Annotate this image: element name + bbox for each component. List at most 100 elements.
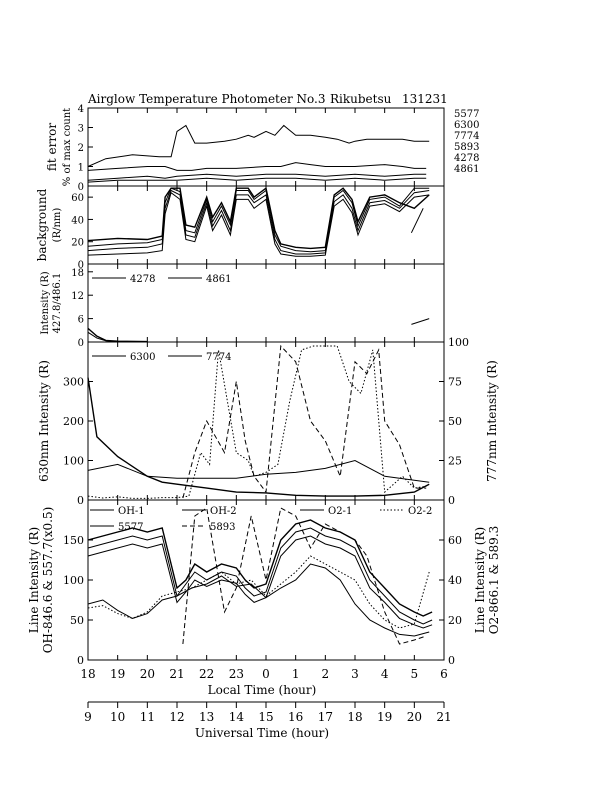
series-line-p0-3 (87, 162, 427, 171)
y-axis-label2-p2: 427.8/486.1 (52, 273, 63, 334)
x-tick-label-local: 6 (440, 667, 448, 681)
y-axis-label2-p1: (R/nm) (52, 208, 63, 243)
legend-label-p4: OH-2 (210, 506, 237, 517)
y-tick-label-right-p3: 100 (448, 336, 469, 349)
y-tick-label-p1: 20 (71, 238, 84, 249)
series-line-p3-0 (87, 377, 430, 497)
ut-tick-label: 18 (347, 710, 362, 724)
x-tick-label-local: 5 (411, 667, 419, 681)
x-tick-label-local: 18 (80, 667, 95, 681)
legend-label-p2: 4861 (206, 274, 231, 285)
y-tick-label-p0: 2 (78, 143, 84, 154)
legend-label-p0: 4861 (454, 164, 479, 175)
y-tick-label-right-p4: 20 (448, 614, 462, 627)
ut-tick-label: 10 (110, 710, 125, 724)
y-axis-label-p1: background (35, 188, 49, 261)
y-tick-label-p2: 0 (78, 338, 84, 349)
y-axis-label-right2-p4: O2-866.1 & 589.3 (487, 526, 501, 635)
x-tick-label-local: 19 (110, 667, 125, 681)
series-line-p1-2 (87, 189, 430, 255)
x-tick-label-local: 21 (169, 667, 184, 681)
chart-title: Airglow Temperature Photometer No.3 (87, 92, 326, 106)
y-tick-label-p3: 100 (63, 455, 84, 468)
x-axis-label-ut: Universal Time (hour) (195, 726, 329, 740)
x-tick-label-local: 0 (262, 667, 270, 681)
y-tick-label-p3: 0 (77, 494, 84, 507)
legend-label-p0: 5577 (454, 109, 479, 120)
y-tick-label-p3: 200 (63, 415, 84, 428)
y-axis-label-p3: 630nm Intensity (R) (37, 360, 51, 482)
series-line-p4-5 (182, 507, 427, 645)
series-line-p4-4 (87, 563, 430, 637)
y-axis-label-p0: fit error (45, 123, 59, 171)
series-line-p3-2 (87, 345, 427, 499)
legend-label-p4: OH-1 (118, 506, 145, 517)
legend-label-p2: 4278 (130, 274, 155, 285)
legend-label-p4: 5893 (210, 522, 235, 533)
x-tick-label-local: 2 (322, 667, 330, 681)
date-code: 131231 (402, 92, 448, 106)
series-line-p3-3 (182, 344, 427, 499)
ut-tick-label: 9 (84, 710, 92, 724)
ut-tick-label: 12 (169, 710, 184, 724)
y-tick-label-right-p3: 50 (448, 415, 462, 428)
series-line-p4-0 (87, 519, 433, 617)
y-tick-label-p1: 0 (78, 260, 84, 271)
panel-frame-3 (87, 341, 445, 501)
ut-tick-label: 13 (199, 710, 214, 724)
y-tick-label-p0: 4 (78, 104, 84, 115)
ut-tick-label: 17 (318, 710, 333, 724)
y-tick-label-right-p4: 40 (448, 574, 462, 587)
legend-label-p0: 7774 (454, 131, 479, 142)
x-axis-label-local: Local Time (hour) (208, 683, 317, 697)
x-tick-label-local: 20 (140, 667, 155, 681)
ut-tick-label: 16 (288, 710, 303, 724)
series-line-p0-4 (87, 173, 427, 181)
ut-tick-label: 14 (229, 710, 245, 724)
y-tick-label-p4: 50 (70, 614, 84, 627)
series-line-p1-1 (87, 187, 430, 253)
y-tick-label-p2: 18 (71, 268, 84, 279)
y-tick-label-p1: 40 (71, 215, 84, 226)
y-tick-label-p3: 300 (63, 376, 84, 389)
series-line-p4-1 (87, 527, 433, 625)
ut-tick-label: 20 (407, 710, 422, 724)
x-tick-label-local: 22 (199, 667, 214, 681)
y-tick-label-right-p3: 25 (448, 455, 462, 468)
series-line-p1-0 (87, 186, 430, 250)
series-line-p2-1 (87, 331, 148, 343)
series-line-p3-1 (87, 459, 430, 483)
y-tick-label-p4: 100 (63, 574, 84, 587)
series-line-p1-3 (87, 191, 430, 257)
legend-label-p0: 4278 (454, 153, 479, 164)
legend-label-p4: O2-2 (408, 506, 432, 517)
series-line-p0-5 (87, 177, 427, 183)
y-tick-label-p4: 150 (63, 534, 84, 547)
y-tick-label-right-p4: 60 (448, 534, 462, 547)
y-tick-label-p2: 6 (78, 315, 84, 326)
series-line-p0-2 (87, 124, 430, 167)
y-tick-label-right-p4: 0 (448, 654, 455, 667)
y-tick-label-p1: 60 (71, 193, 84, 204)
y-axis-label-p2: Intensity (R) (40, 271, 51, 334)
y-tick-label-right-p3: 75 (448, 376, 462, 389)
y-axis-label-p4: Line Intensity (R) (27, 527, 41, 633)
legend-label-p0: 5893 (454, 142, 479, 153)
x-tick-label-local: 1 (292, 667, 300, 681)
legend-label-p4: O2-1 (328, 506, 352, 517)
y-tick-label-right-p3: 0 (448, 494, 455, 507)
y-axis-label2-p4: OH-846.6 & 557.7(x0.5) (41, 507, 55, 654)
series-line-p4-3 (87, 555, 430, 629)
ut-tick-label: 11 (140, 710, 155, 724)
y-tick-label-p4: 0 (77, 654, 84, 667)
y-axis-label-right-p3: 777nm Intensity (R) (485, 360, 499, 482)
legend-label-p3: 6300 (130, 352, 155, 363)
series-line-p4-2 (87, 535, 433, 629)
series-line-p1-4 (410, 208, 424, 234)
legend-label-p3: 7774 (206, 352, 231, 363)
y-axis-label2-p0: % of max count (62, 108, 73, 186)
y-tick-label-p2: 12 (71, 291, 84, 302)
ut-tick-label: 15 (258, 710, 273, 724)
